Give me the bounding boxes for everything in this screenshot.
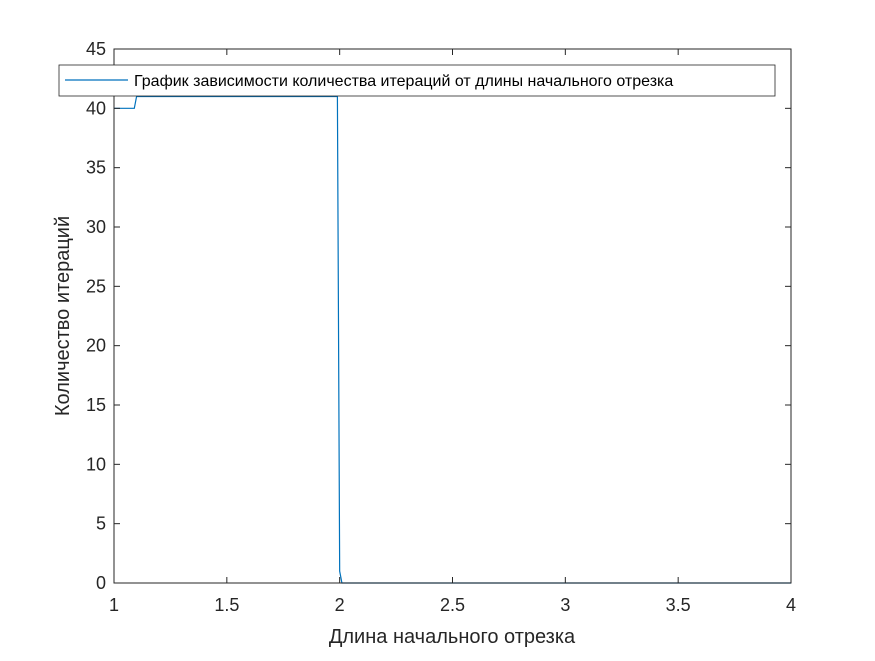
x-tick-label: 2 xyxy=(335,595,345,615)
y-tick-label: 30 xyxy=(86,217,106,237)
y-tick-label: 5 xyxy=(96,514,106,534)
y-tick-label: 45 xyxy=(86,39,106,59)
y-tick-label: 10 xyxy=(86,454,106,474)
legend: График зависимости количества итераций о… xyxy=(58,64,776,97)
y-tick-label: 35 xyxy=(86,158,106,178)
legend-box xyxy=(58,64,776,97)
plot-area xyxy=(114,49,791,583)
y-tick-label: 40 xyxy=(86,98,106,118)
y-tick-label: 15 xyxy=(86,395,106,415)
x-tick-label: 3.5 xyxy=(666,595,691,615)
x-tick-label: 1.5 xyxy=(214,595,239,615)
y-tick-label: 20 xyxy=(86,336,106,356)
x-axis-label: Длина начального отрезка xyxy=(329,626,576,648)
x-tick-label: 3 xyxy=(560,595,570,615)
y-tick-label: 25 xyxy=(86,276,106,296)
x-tick-label: 4 xyxy=(786,595,796,615)
legend-label: График зависимости количества итераций о… xyxy=(134,73,673,90)
x-tick-label: 2.5 xyxy=(440,595,465,615)
x-tick-label: 1 xyxy=(109,595,119,615)
y-axis-label: Количество итераций xyxy=(52,216,74,416)
y-tick-label: 0 xyxy=(96,573,106,593)
axes-box xyxy=(113,48,792,584)
